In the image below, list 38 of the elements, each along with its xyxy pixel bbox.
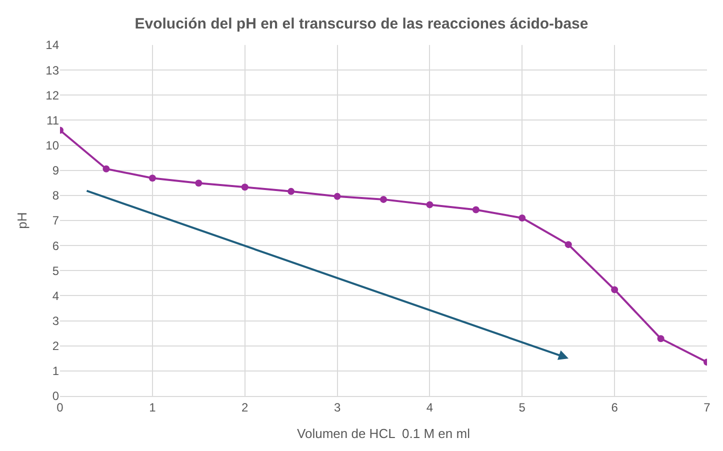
y-tick-label: 8	[52, 188, 60, 203]
y-tick-label: 3	[52, 314, 60, 328]
point	[518, 214, 526, 222]
point	[334, 192, 341, 200]
y-tick-label: 6	[52, 238, 60, 253]
chart-title: Evolución del pH en el transcurso de las reacciones ácido-base	[134, 16, 588, 33]
y-tick-label: 14	[46, 38, 60, 52]
x-axis-title: Volumen de HCL 0.1 M en ml	[297, 426, 470, 441]
point	[195, 180, 202, 187]
y-tick-label: 2	[52, 339, 60, 354]
point	[426, 201, 434, 208]
point	[380, 196, 387, 203]
y-tick-label: 1	[52, 364, 60, 378]
x-tick-label: 4	[426, 400, 434, 414]
point	[472, 206, 480, 214]
y-tick-label: 10	[46, 138, 60, 152]
point	[611, 286, 618, 294]
x-tick-label: 7	[704, 400, 711, 414]
point	[102, 165, 110, 172]
point	[564, 241, 572, 248]
y-tick-label: 5	[52, 264, 60, 278]
y-tick-label: 12	[46, 88, 60, 102]
y-tick-label: 13	[46, 63, 60, 78]
y-tick-label: 9	[52, 164, 60, 178]
y-tick-label: 4	[52, 288, 60, 303]
point	[288, 188, 295, 195]
y-tick-label: 7	[52, 214, 60, 228]
point	[657, 335, 664, 342]
x-tick-label: 6	[611, 400, 618, 414]
y-tick-label: 0	[52, 389, 60, 404]
point	[148, 174, 156, 182]
x-tick-label: 5	[518, 400, 526, 414]
x-tick-label: 3	[334, 400, 341, 414]
x-tick-label: 1	[149, 400, 156, 414]
point	[241, 184, 248, 191]
y-axis-title: pH	[14, 212, 30, 229]
x-tick-label: 2	[242, 400, 249, 414]
y-tick-label: 11	[46, 113, 60, 128]
